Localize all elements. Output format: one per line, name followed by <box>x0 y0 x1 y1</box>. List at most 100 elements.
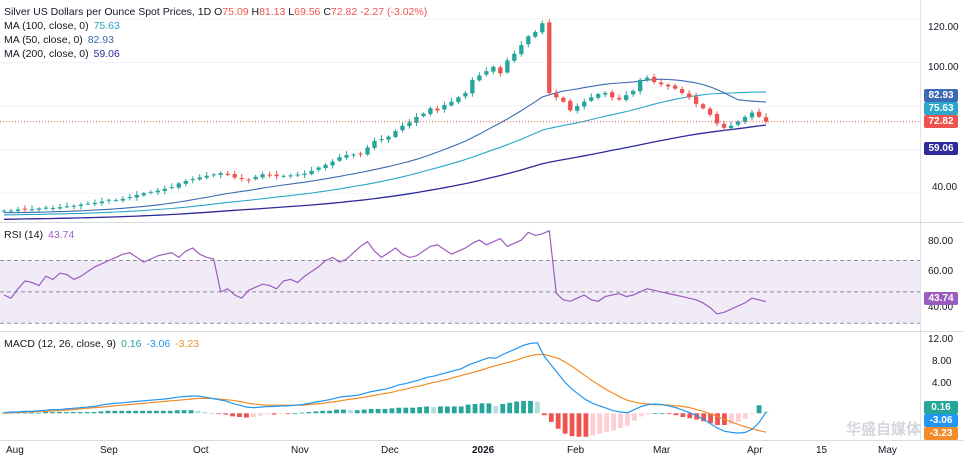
candle-up <box>204 175 209 178</box>
candle-up <box>211 174 216 176</box>
candle-up <box>36 208 42 210</box>
candle-up <box>421 113 426 117</box>
macd-hist-bar <box>438 406 443 414</box>
candle-up <box>309 170 314 175</box>
macd-hist-bar <box>514 401 520 414</box>
macd-legend-macd: 0.16 <box>120 338 142 350</box>
candle-up <box>463 92 468 97</box>
candle-up <box>155 190 160 193</box>
macd-hist-bar <box>257 413 263 416</box>
ma50-label: MA (50, close, 0) <box>4 34 83 46</box>
x-label-oct: Oct <box>193 445 209 456</box>
macd-hist-bar <box>292 413 298 415</box>
candle-up <box>477 75 482 81</box>
candle-up <box>344 155 349 158</box>
candle-down <box>554 93 559 98</box>
candle-up <box>742 116 748 122</box>
candle-up <box>50 208 56 210</box>
candle-up <box>1 210 7 212</box>
candle-down <box>693 96 699 104</box>
macd-hist-bar <box>479 403 485 414</box>
macd-hist-bar <box>70 412 76 414</box>
macd-hist-bar <box>153 410 159 414</box>
macd-hist-bar <box>188 410 194 414</box>
candle-up <box>407 122 412 127</box>
candle-down <box>665 84 671 87</box>
macd-tick-4: 4.00 <box>932 378 952 389</box>
candle-up <box>162 188 167 192</box>
candle-up <box>302 173 307 175</box>
candle-up <box>386 136 391 140</box>
macd-hist-bar <box>140 410 145 414</box>
rsi-title: RSI (14) <box>4 229 44 241</box>
macd-hist-bar <box>507 402 513 414</box>
candle-up <box>190 179 195 181</box>
macd-hist-bar <box>666 413 672 415</box>
candle-up <box>512 53 517 61</box>
macd-hist-bar <box>444 406 450 414</box>
candle-down <box>617 97 622 100</box>
hist-badge: -3.23 <box>924 427 958 440</box>
macd-hist-bar <box>673 413 679 416</box>
candle-up <box>351 154 356 156</box>
signal-line <box>3 353 767 433</box>
pane-divider-rsi-macd[interactable] <box>0 331 964 332</box>
candle-up <box>365 147 370 155</box>
macd-hist-bar <box>361 409 367 414</box>
candle-up <box>330 161 335 166</box>
macd-hist-bar <box>84 412 90 414</box>
macd-hist-bar <box>701 413 707 422</box>
rsi-badge: 43.74 <box>924 292 958 305</box>
candle-down <box>700 104 706 109</box>
candle-up <box>393 131 398 137</box>
candle-up <box>372 140 377 148</box>
rsi-legend[interactable]: RSI (14) 43.74 <box>4 229 74 242</box>
pane-divider-price-rsi[interactable] <box>0 222 964 223</box>
price-legend[interactable]: Silver US Dollars per Ounce Spot Prices,… <box>4 6 428 18</box>
macd-hist-bar <box>181 410 187 414</box>
candle-down <box>246 179 251 181</box>
candle-up <box>8 210 14 212</box>
candle-up <box>316 167 321 170</box>
candle-down <box>232 174 237 178</box>
macd-legend-signal: -3.06 <box>146 338 171 350</box>
macd-hist-bar <box>299 412 305 414</box>
macd-hist-bar <box>50 412 55 414</box>
candle-down <box>568 100 573 111</box>
macd-hist-bar <box>715 413 720 426</box>
candle-up <box>323 164 328 168</box>
ma50-legend[interactable]: MA (50, close, 0) 82.93 <box>4 34 114 47</box>
macd-hist-bar <box>638 413 644 417</box>
macd-hist-bar <box>458 406 464 414</box>
candle-up <box>29 209 35 211</box>
macd-hist-bar <box>521 400 526 414</box>
macd-legend[interactable]: MACD (12, 26, close, 9) 0.16 -3.06 -3.23 <box>4 338 199 351</box>
candle-up <box>728 125 734 129</box>
macd-hist-bar <box>618 413 623 429</box>
ma200-line <box>3 124 767 220</box>
candle-up <box>596 94 601 98</box>
candle-up <box>505 60 510 73</box>
macd-hist-bar <box>493 405 499 414</box>
candle-down <box>239 177 244 180</box>
macd-hist-bar <box>590 413 596 436</box>
macd-hist-bar <box>174 410 180 414</box>
candle-up <box>337 157 342 161</box>
ma200-legend[interactable]: MA (200, close, 0) 59.06 <box>4 48 120 61</box>
macd-hist-bar <box>756 405 762 414</box>
candle-up <box>735 121 741 125</box>
macd-hist-bar <box>500 404 506 414</box>
ma100-legend[interactable]: MA (100, close, 0) 75.63 <box>4 20 120 33</box>
candle-up <box>15 209 21 212</box>
candle-up <box>78 204 84 207</box>
price-title: Silver US Dollars per Ounce Spot Prices,… <box>4 6 212 18</box>
macd-hist-bar <box>611 413 617 431</box>
candle-up <box>470 79 475 94</box>
candle-up <box>260 174 265 178</box>
macd-hist-bar <box>708 413 713 424</box>
macd-hist-bar <box>354 410 360 414</box>
candle-up <box>442 104 447 110</box>
macd-hist-bar <box>555 413 561 429</box>
candle-up <box>71 205 77 207</box>
